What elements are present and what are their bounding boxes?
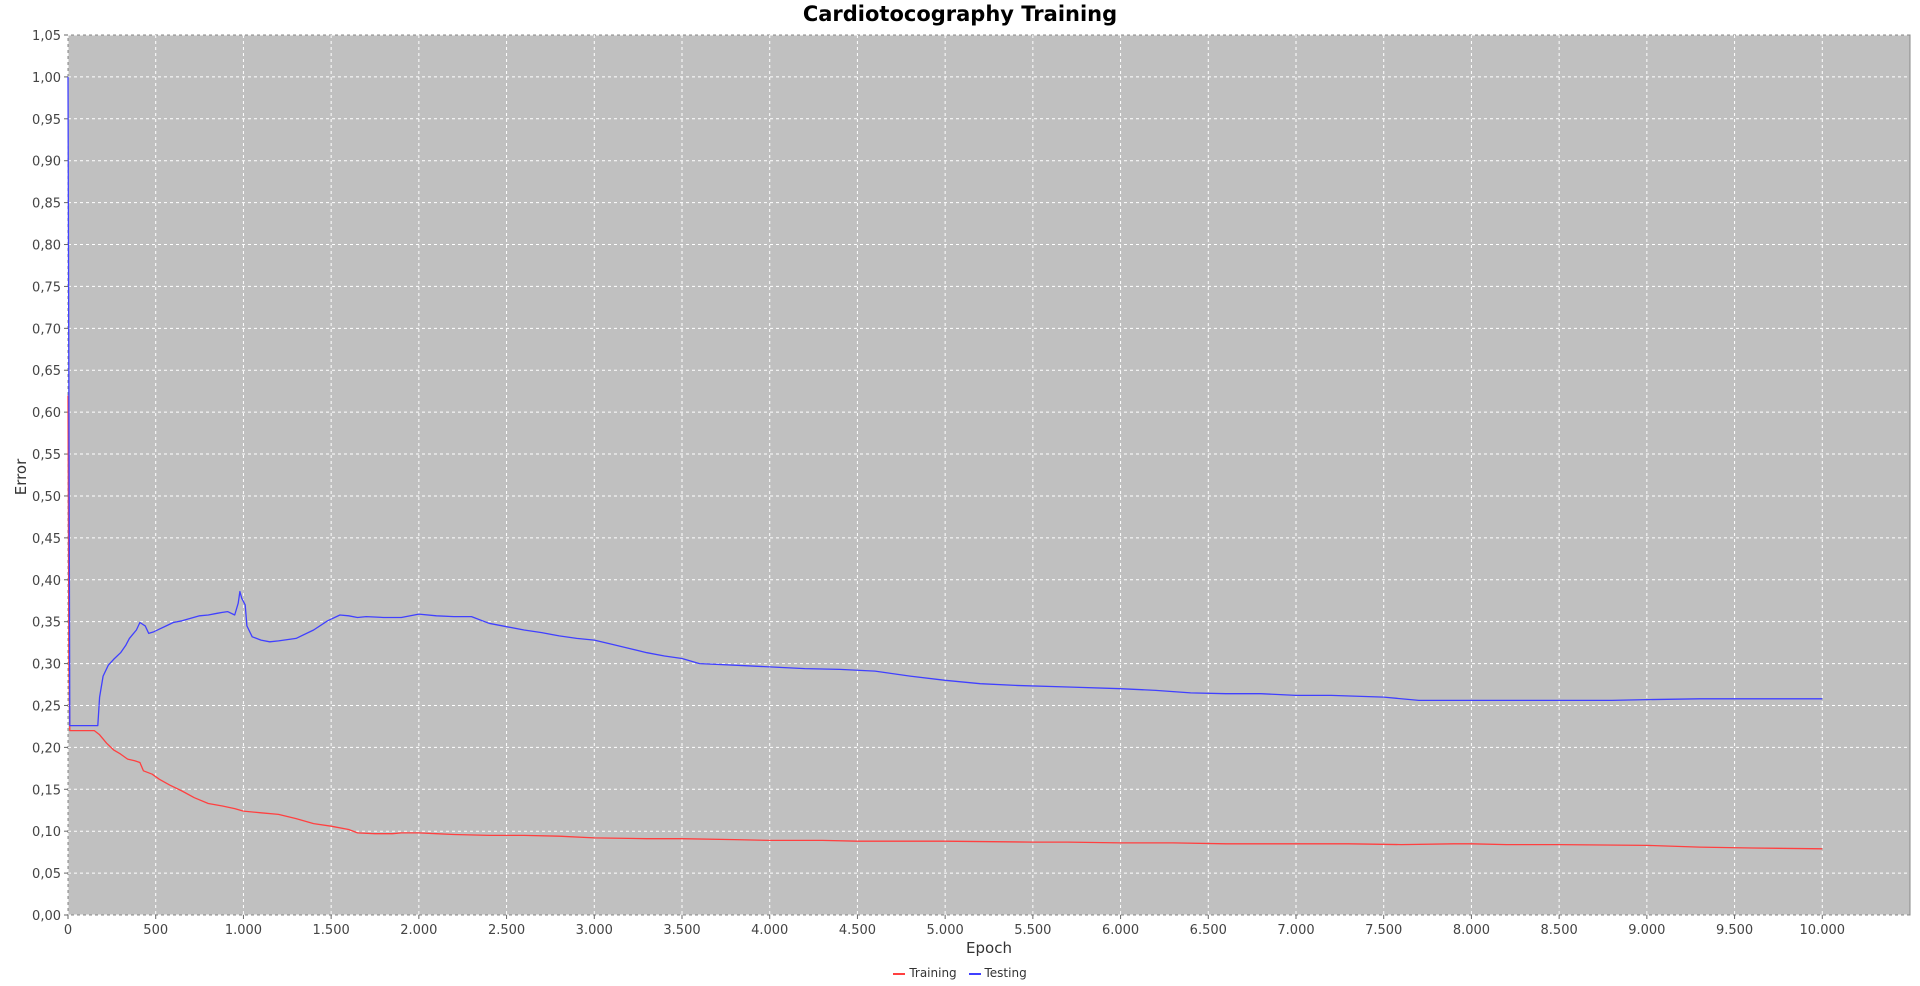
y-axis: 0,00 0,05 0,10 0,15 0,20 0,25 0,30 0,35 0,40 0,45… <box>32 29 68 924</box>
x-axis-label: Epoch <box>966 939 1012 957</box>
x-tick-label: 6.500 <box>1190 923 1227 938</box>
legend-swatch-testing <box>968 972 981 975</box>
x-tick-label: 10.000 <box>1800 923 1846 938</box>
x-tick-label: 1.500 <box>313 923 350 938</box>
y-tick-label: 0,25 <box>32 699 61 714</box>
y-tick-label: 0,20 <box>32 741 61 756</box>
x-tick-label: 3.500 <box>663 923 700 938</box>
legend-label-testing: Testing <box>984 966 1027 980</box>
y-axis-label: Error <box>12 458 30 495</box>
x-tick-label: 7.500 <box>1365 923 1402 938</box>
y-tick-label: 0,40 <box>32 574 61 589</box>
y-tick-label: 0,90 <box>32 155 61 170</box>
y-tick-label: 0,35 <box>32 616 61 631</box>
y-tick-label: 0,50 <box>32 490 61 505</box>
x-tick-label: 4.000 <box>751 923 788 938</box>
y-tick-label: 0,65 <box>32 364 61 379</box>
y-tick-label: 0,80 <box>32 239 61 254</box>
legend-item-testing: Testing <box>968 966 1027 980</box>
y-tick-label: 0,85 <box>32 197 61 212</box>
legend-item-training: Training <box>893 966 957 980</box>
x-tick-label: 8.000 <box>1453 923 1490 938</box>
y-tick-label: 0,15 <box>32 783 61 798</box>
series-line-testing <box>67 76 1823 727</box>
x-tick-label: 2.500 <box>488 923 525 938</box>
x-tick-label: 5.500 <box>1014 923 1051 938</box>
x-tick-label: 2.000 <box>400 923 437 938</box>
y-tick-label: 0,55 <box>32 448 61 463</box>
x-tick-label: 6.000 <box>1102 923 1139 938</box>
y-tick-label: 0,95 <box>32 113 61 128</box>
x-tick-label: 8.500 <box>1541 923 1578 938</box>
y-tick-label: 0,45 <box>32 532 61 547</box>
x-tick-label: 5.000 <box>927 923 964 938</box>
y-tick-label: 0,05 <box>32 867 61 882</box>
plot-area <box>67 34 1911 916</box>
chart-title: Cardiotocography Training <box>802 2 1118 26</box>
y-tick-label: 1,05 <box>32 29 61 44</box>
x-tick-label: 9.500 <box>1716 923 1753 938</box>
x-tick-label: 500 <box>143 923 168 938</box>
y-tick-label: 0,10 <box>32 825 61 840</box>
x-tick-label: 1.000 <box>225 923 262 938</box>
legend-label-training: Training <box>909 966 957 980</box>
x-tick-label: 7.000 <box>1277 923 1314 938</box>
grid-layer <box>67 34 1910 916</box>
x-axis: 0 500 1.000 1.500 2.000 2.500 3.000 3.500 4.000 4… <box>64 915 1845 938</box>
series-layer <box>67 76 1823 850</box>
y-tick-label: 0,75 <box>32 280 61 295</box>
y-tick-label: 1,00 <box>32 71 61 86</box>
y-tick-label: 0,00 <box>32 909 61 924</box>
y-tick-label: 0,60 <box>32 406 61 421</box>
x-tick-label: 0 <box>64 923 72 938</box>
x-tick-label: 4.500 <box>839 923 876 938</box>
legend: Training Testing <box>0 966 1920 980</box>
y-tick-label: 0,30 <box>32 658 61 673</box>
y-tick-label: 0,70 <box>32 322 61 337</box>
x-tick-label: 9.000 <box>1628 923 1665 938</box>
series-line-training <box>67 395 1823 850</box>
x-tick-label: 3.000 <box>576 923 613 938</box>
legend-swatch-training <box>893 972 906 975</box>
